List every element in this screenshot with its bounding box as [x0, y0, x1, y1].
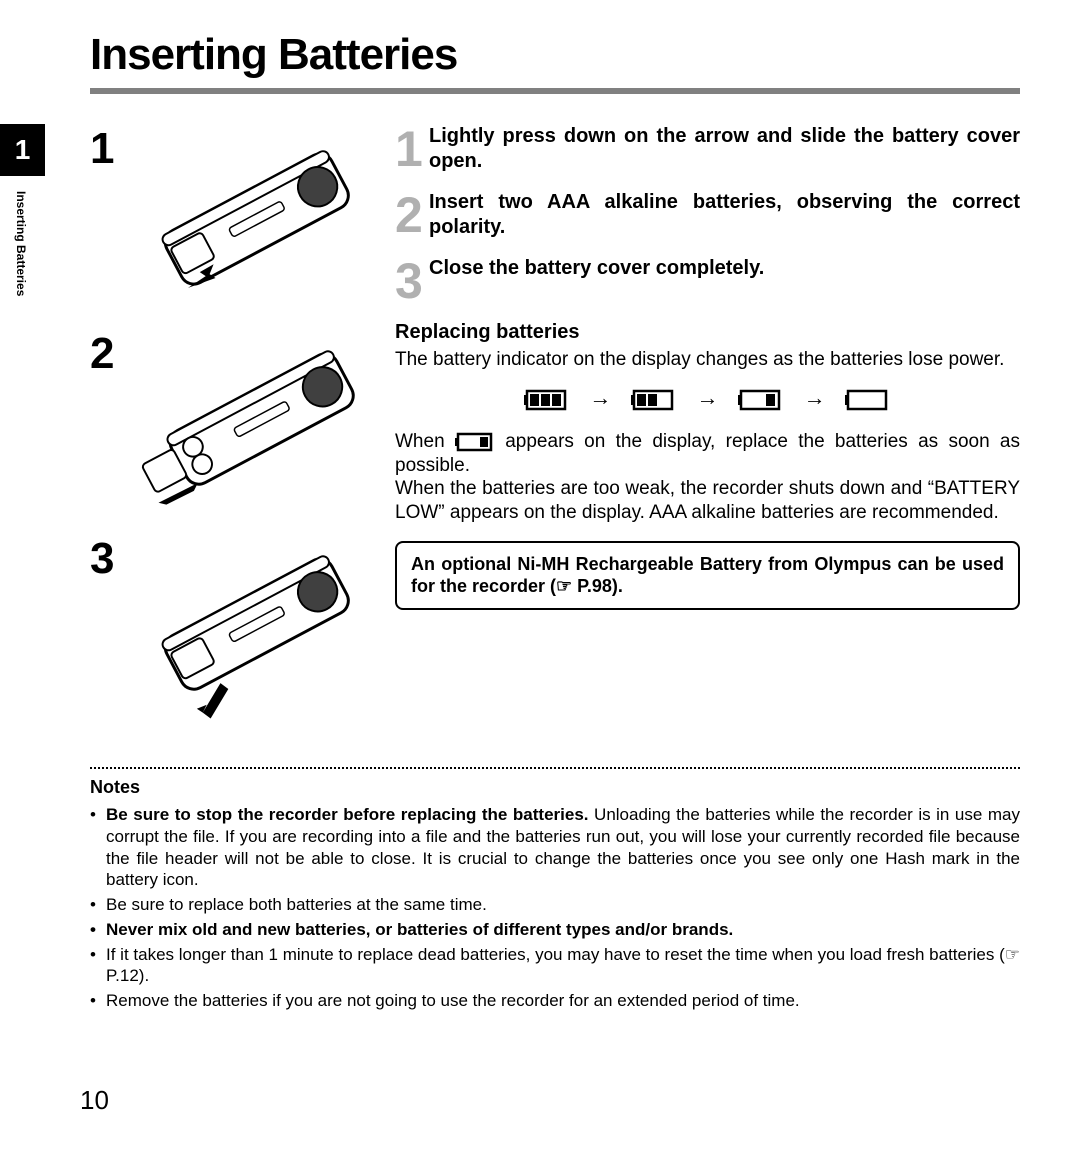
illus-number-1: 1 [90, 124, 129, 174]
step-2: 2 Insert two AAA alkaline batteries, obs… [395, 190, 1020, 240]
battery-empty-icon [845, 388, 891, 412]
illustration-column: 1 2 [55, 124, 385, 739]
arrow-icon: → [804, 385, 826, 410]
page-title: Inserting Batteries [90, 30, 1020, 80]
notes-section: Notes Be sure to stop the recorder befor… [90, 777, 1020, 1012]
notes-heading: Notes [90, 777, 1020, 798]
battery-two-thirds-icon [631, 388, 677, 412]
step-3: 3 Close the battery cover completely. [395, 256, 1020, 303]
battery-progression: → → → [395, 385, 1020, 412]
replacing-weak: When the batteries are too weak, the rec… [395, 477, 1020, 525]
device-illustration-3 [129, 534, 385, 729]
step-1: 1 Lightly press down on the arrow and sl… [395, 124, 1020, 174]
replacing-intro: The battery indicator on the display cha… [395, 348, 1020, 372]
arrow-icon: → [697, 385, 719, 410]
battery-full-icon [524, 388, 570, 412]
illus-number-3: 3 [90, 534, 129, 584]
illustration-3: 3 [90, 534, 385, 729]
device-illustration-2 [129, 329, 385, 524]
note-1-bold: Be sure to stop the recorder before repl… [106, 805, 589, 824]
note-item: Remove the batteries if you are not goin… [90, 990, 1020, 1012]
step-number-2: 2 [395, 194, 429, 240]
battery-low-inline-icon [455, 432, 495, 452]
when-text-a: When [395, 431, 455, 452]
illustration-1: 1 [90, 124, 385, 319]
arrow-icon: → [589, 385, 611, 410]
section-tab: 1 [0, 124, 45, 176]
margin-column: 1 Inserting Batteries [0, 124, 55, 739]
step-text-2: Insert two AAA alkaline batteries, obser… [429, 190, 1020, 240]
content-row: 1 Inserting Batteries 1 2 [0, 124, 1020, 739]
device-illustration-1 [129, 124, 385, 319]
note-item: Be sure to replace both batteries at the… [90, 894, 1020, 916]
illustration-2: 2 [90, 329, 385, 524]
note-item: Be sure to stop the recorder before repl… [90, 804, 1020, 891]
section-sidetext: Inserting Batteries [14, 191, 28, 296]
step-number-3: 3 [395, 260, 429, 303]
battery-one-third-icon [738, 388, 784, 412]
note-item: If it takes longer than 1 minute to repl… [90, 944, 1020, 988]
step-number-1: 1 [395, 128, 429, 174]
step-text-1: Lightly press down on the arrow and slid… [429, 124, 1020, 174]
notes-list: Be sure to stop the recorder before repl… [90, 804, 1020, 1012]
dotted-divider [90, 767, 1020, 769]
text-column: 1 Lightly press down on the arrow and sl… [385, 124, 1020, 739]
step-text-3: Close the battery cover completely. [429, 256, 1020, 303]
replacing-heading: Replacing batteries [395, 321, 1020, 344]
callout-box: An optional Ni-MH Rechargeable Battery f… [395, 541, 1020, 610]
replacing-when: When appears on the display, replace the… [395, 430, 1020, 478]
illus-number-2: 2 [90, 329, 129, 379]
note-item: Never mix old and new batteries, or batt… [90, 919, 1020, 941]
title-underline [90, 88, 1020, 94]
page-number: 10 [80, 1085, 109, 1116]
